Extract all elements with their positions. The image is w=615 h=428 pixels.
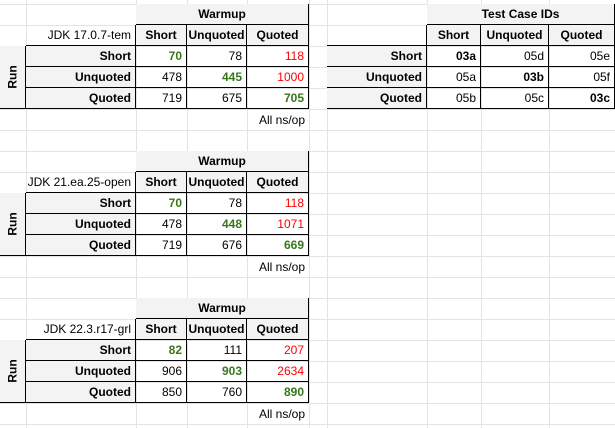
ids-corner-cell[interactable] — [327, 25, 427, 46]
row-header[interactable]: Quoted — [26, 88, 136, 109]
test-case-ids-header[interactable]: Test Case IDs — [427, 4, 615, 25]
grid-row-line — [0, 340, 615, 341]
grid-row-line — [0, 235, 615, 236]
run-label-text: Run — [5, 65, 20, 89]
column-header[interactable]: Quoted — [247, 25, 309, 46]
run-axis-label[interactable]: Run — [0, 340, 26, 403]
timing-value-cell[interactable]: 675 — [187, 88, 247, 109]
timing-value-cell[interactable]: 2634 — [247, 361, 309, 382]
column-header[interactable]: Unquoted — [187, 172, 247, 193]
grid-row-line — [0, 88, 615, 89]
timing-value-cell[interactable]: 705 — [247, 88, 309, 109]
test-case-id-cell[interactable]: 03c — [549, 88, 615, 109]
run-label-text: Run — [5, 359, 20, 383]
jdk-version-label[interactable]: JDK 22.3.r17-grl — [26, 319, 136, 340]
timing-value-cell[interactable]: 478 — [136, 214, 187, 235]
row-header[interactable]: Unquoted — [26, 361, 136, 382]
timing-value-cell[interactable]: 906 — [136, 361, 187, 382]
grid-row-line — [0, 109, 615, 110]
timing-value-cell[interactable]: 448 — [187, 214, 247, 235]
grid-row-line — [0, 382, 615, 383]
grid-row-line — [0, 424, 615, 425]
timing-value-cell[interactable]: 78 — [187, 193, 247, 214]
row-header[interactable]: Unquoted — [26, 67, 136, 88]
column-header[interactable]: Quoted — [247, 319, 309, 340]
timing-value-cell[interactable]: 478 — [136, 67, 187, 88]
row-header[interactable]: Short — [26, 340, 136, 361]
units-note[interactable]: All ns/op — [258, 259, 305, 274]
grid-row-line — [0, 46, 615, 47]
timing-value-cell[interactable]: 903 — [187, 361, 247, 382]
timing-value-cell[interactable]: 1000 — [247, 67, 309, 88]
timing-value-cell[interactable]: 719 — [136, 235, 187, 256]
grid-row-line — [0, 403, 615, 404]
timing-value-cell[interactable]: 70 — [136, 46, 187, 67]
jdk-version-label[interactable]: JDK 21.ea.25-open — [26, 172, 136, 193]
test-case-id-cell[interactable]: 03a — [427, 46, 481, 67]
timing-value-cell[interactable]: 445 — [187, 67, 247, 88]
test-case-id-cell[interactable]: 05a — [427, 67, 481, 88]
timing-value-cell[interactable]: 850 — [136, 382, 187, 403]
run-axis-label[interactable]: Run — [0, 193, 26, 256]
timing-value-cell[interactable]: 669 — [247, 235, 309, 256]
row-header[interactable]: Unquoted — [26, 214, 136, 235]
column-header[interactable]: Short — [136, 172, 187, 193]
grid-row-line — [0, 256, 615, 257]
grid-row-line — [0, 130, 615, 131]
timing-value-cell[interactable]: 1071 — [247, 214, 309, 235]
timing-value-cell[interactable]: 70 — [136, 193, 187, 214]
timing-value-cell[interactable]: 207 — [247, 340, 309, 361]
timing-value-cell[interactable]: 118 — [247, 193, 309, 214]
timing-value-cell[interactable]: 78 — [187, 46, 247, 67]
run-axis-label[interactable]: Run — [0, 46, 26, 109]
grid-row-line — [0, 193, 615, 194]
column-header[interactable]: Unquoted — [187, 25, 247, 46]
test-case-id-cell[interactable]: 03b — [481, 67, 549, 88]
warmup-header[interactable]: Warmup — [136, 151, 309, 172]
grid-row-line — [0, 214, 615, 215]
row-header[interactable]: Short — [26, 46, 136, 67]
test-case-id-cell[interactable]: 05b — [427, 88, 481, 109]
column-header[interactable]: Unquoted — [481, 25, 549, 46]
column-header[interactable]: Quoted — [247, 172, 309, 193]
grid-row-line — [0, 277, 615, 278]
timing-value-cell[interactable]: 760 — [187, 382, 247, 403]
row-header[interactable]: Quoted — [26, 382, 136, 403]
timing-value-cell[interactable]: 676 — [187, 235, 247, 256]
column-header[interactable]: Short — [136, 319, 187, 340]
grid-row-line — [0, 361, 615, 362]
warmup-header[interactable]: Warmup — [136, 4, 309, 25]
column-header[interactable]: Unquoted — [187, 319, 247, 340]
row-header[interactable]: Short — [327, 46, 427, 67]
row-header[interactable]: Unquoted — [327, 67, 427, 88]
test-case-id-cell[interactable]: 05c — [481, 88, 549, 109]
timing-value-cell[interactable]: 82 — [136, 340, 187, 361]
column-header[interactable]: Short — [136, 25, 187, 46]
warmup-header[interactable]: Warmup — [136, 298, 309, 319]
units-note[interactable]: All ns/op — [258, 112, 305, 127]
test-case-id-cell[interactable]: 05f — [549, 67, 615, 88]
row-header[interactable]: Short — [26, 193, 136, 214]
row-header[interactable]: Quoted — [26, 235, 136, 256]
run-label-text: Run — [5, 212, 20, 236]
test-case-id-cell[interactable]: 05d — [481, 46, 549, 67]
timing-value-cell[interactable]: 118 — [247, 46, 309, 67]
grid-row-line — [0, 67, 615, 68]
timing-value-cell[interactable]: 111 — [187, 340, 247, 361]
timing-value-cell[interactable]: 719 — [136, 88, 187, 109]
column-header[interactable]: Short — [427, 25, 481, 46]
column-header[interactable]: Quoted — [549, 25, 615, 46]
row-header[interactable]: Quoted — [327, 88, 427, 109]
jdk-version-label[interactable]: JDK 17.0.7-tem — [26, 25, 136, 46]
timing-value-cell[interactable]: 890 — [247, 382, 309, 403]
units-note[interactable]: All ns/op — [258, 406, 305, 421]
test-case-id-cell[interactable]: 05e — [549, 46, 615, 67]
